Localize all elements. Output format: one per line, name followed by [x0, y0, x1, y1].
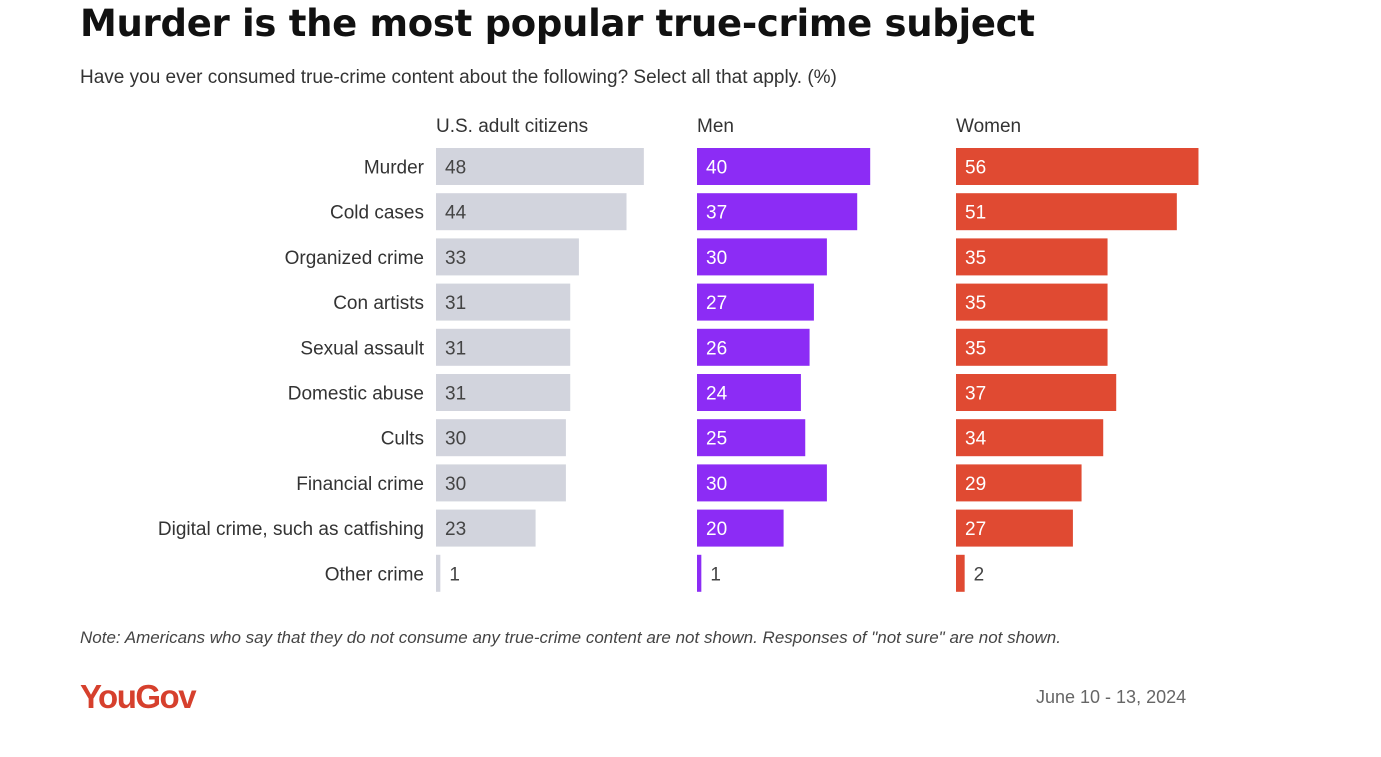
bar — [956, 554, 965, 592]
category-label: Financial crime — [296, 474, 424, 495]
category-label: Cold cases — [330, 203, 424, 224]
bar — [697, 464, 827, 502]
bar — [697, 193, 858, 231]
chart-subtitle: Have you ever consumed true-crime conten… — [80, 67, 837, 88]
value-label: 26 — [706, 338, 727, 359]
category-label: Sexual assault — [300, 338, 424, 359]
bar — [436, 283, 571, 321]
value-label: 20 — [706, 519, 727, 540]
series-header: Women — [956, 116, 1021, 137]
bar — [436, 419, 566, 457]
value-label: 37 — [965, 384, 986, 405]
bar — [436, 193, 627, 231]
bar — [436, 238, 579, 276]
value-label: 35 — [965, 338, 986, 359]
value-label: 35 — [965, 248, 986, 269]
value-label: 29 — [965, 474, 986, 495]
bar — [436, 374, 571, 411]
bar — [956, 148, 1199, 185]
value-label: 30 — [445, 429, 466, 450]
bar — [956, 238, 1108, 276]
value-label: 27 — [965, 519, 986, 540]
series-header: Men — [697, 116, 734, 137]
bar — [697, 283, 814, 321]
value-label: 40 — [706, 158, 727, 179]
value-label: 56 — [965, 158, 986, 179]
value-label: 34 — [965, 429, 987, 450]
value-label: 31 — [445, 338, 466, 359]
bar — [956, 328, 1108, 366]
category-label: Murder — [364, 158, 425, 179]
bar — [697, 374, 801, 411]
bar — [956, 283, 1108, 321]
value-label: 24 — [706, 384, 728, 405]
value-label: 25 — [706, 429, 727, 450]
value-label: 33 — [445, 248, 466, 269]
bar — [697, 148, 871, 185]
bar — [436, 554, 441, 592]
value-label: 35 — [965, 293, 986, 314]
bar — [436, 464, 566, 502]
value-label: 31 — [445, 293, 466, 314]
bar — [697, 238, 827, 276]
category-label: Con artists — [333, 293, 424, 314]
value-label: 30 — [706, 248, 727, 269]
bar — [436, 328, 571, 366]
bar — [697, 419, 806, 457]
bar — [436, 148, 644, 185]
bar-chart: U.S. adult citizens Men Women Murder Cold ca… — [158, 116, 1199, 592]
value-label: 30 — [706, 474, 727, 495]
value-label: 51 — [965, 203, 986, 224]
bar — [697, 328, 810, 366]
value-label: 31 — [445, 384, 466, 405]
bar — [956, 464, 1082, 502]
category-label: Organized crime — [285, 248, 424, 269]
value-label: 30 — [445, 474, 466, 495]
bar — [956, 374, 1117, 411]
bar — [956, 509, 1073, 547]
category-label: Cults — [381, 429, 424, 450]
value-label: 1 — [449, 564, 460, 585]
survey-date: June 10 - 13, 2024 — [1036, 687, 1187, 707]
bar — [436, 509, 536, 547]
chart-note: Note: Americans who say that they do not… — [80, 628, 1061, 647]
category-label: Other crime — [325, 564, 424, 585]
category-label: Digital crime, such as catfishing — [158, 519, 424, 540]
value-label: 37 — [706, 203, 727, 224]
bar — [697, 554, 702, 592]
bar — [697, 509, 784, 547]
value-label: 2 — [974, 564, 985, 585]
yougov-logo: YouGov — [80, 678, 197, 715]
series-header: U.S. adult citizens — [436, 116, 588, 137]
value-label: 44 — [445, 203, 467, 224]
category-label: Domestic abuse — [288, 384, 424, 405]
value-label: 1 — [710, 564, 721, 585]
bar — [956, 193, 1177, 231]
value-label: 23 — [445, 519, 466, 540]
bar — [956, 419, 1104, 457]
value-label: 48 — [445, 158, 466, 179]
chart-title: Murder is the most popular true-crime su… — [80, 2, 1035, 45]
value-label: 27 — [706, 293, 727, 314]
